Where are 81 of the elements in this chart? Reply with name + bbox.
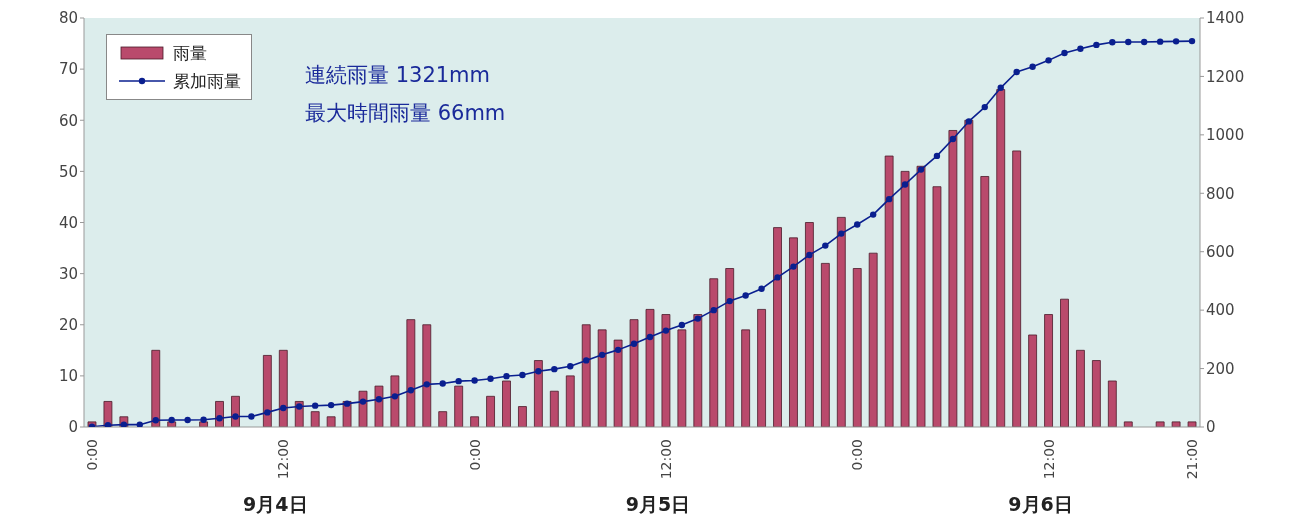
bar [1060,298,1069,427]
x-tick-label: 12:00 [275,439,292,480]
bar [725,268,735,427]
y-tick-label: 80 [58,9,78,28]
bar [789,237,798,427]
legend-label: 雨量 [173,42,207,65]
bar [565,375,575,427]
x-tick-label: 12:00 [657,439,674,480]
bar [278,349,288,427]
y2-tick-label: 400 [1206,301,1235,320]
bar [613,339,623,427]
y2-tick-label: 1400 [1206,9,1245,28]
y-tick-label: 70 [58,60,78,79]
bar [549,390,559,427]
y-tick-label: 10 [58,367,78,386]
bar [884,155,894,427]
y-tick-label: 50 [58,162,78,181]
bar [836,216,846,427]
bar [1076,349,1085,427]
bar [709,278,719,427]
bar [438,411,448,427]
bar [534,360,543,427]
x-tick-label: 12:00 [1040,439,1057,480]
bar [820,263,830,427]
bar [868,252,878,427]
y-tick-label: 20 [58,316,78,335]
bar [1028,334,1037,427]
bar [1092,360,1101,427]
bar [422,324,432,427]
bar [916,165,926,427]
annotation: 連続雨量 1321mm [305,62,492,89]
bar [757,309,766,427]
bar [852,268,862,427]
bar [406,319,416,427]
annotation: 最大時間雨量 66mm [305,100,506,127]
bar [581,324,591,427]
legend-label: 累加雨量 [173,70,241,93]
bar [948,130,958,427]
bar [1044,314,1053,427]
bar [661,314,671,427]
text: 9月6日 [1007,492,1074,517]
text: 9月5日 [624,492,692,517]
bar [629,319,639,427]
y-tick-label: 60 [58,111,78,130]
bar [262,355,272,427]
bar [597,329,607,427]
bar [1107,380,1117,427]
text: 9月4日 [242,492,309,517]
y2-tick-label: 800 [1206,184,1235,203]
y-tick-label: 40 [58,213,78,232]
x-tick-label: 0:00 [466,439,483,471]
bar [805,222,814,427]
x-tick-label: 21:00 [1184,439,1201,480]
bar [693,314,703,427]
bar [326,416,336,427]
bar [151,349,161,427]
bar [900,170,910,427]
bar [390,375,400,427]
y2-tick-label: 200 [1206,359,1235,378]
y-tick-label: 0 [68,418,78,437]
y2-tick-label: 1200 [1206,67,1245,86]
bar [741,329,751,427]
bar [1187,421,1197,427]
bar [645,309,655,427]
bar [932,186,942,427]
bar [1012,150,1022,427]
y-tick-label: 30 [58,264,78,283]
x-tick-label: 0:00 [849,439,866,471]
bar [470,416,479,427]
bar [964,119,974,427]
x-tick-label: 0:00 [83,439,100,471]
bar [1123,421,1133,427]
y2-tick-label: 600 [1206,243,1235,262]
bar [486,395,495,427]
bar [980,176,990,427]
bar [1155,421,1165,427]
y2-tick-label: 0 [1206,418,1216,437]
bar [518,406,527,427]
bar [1171,421,1181,427]
y2-tick-label: 1000 [1206,126,1245,145]
bar [773,227,782,427]
